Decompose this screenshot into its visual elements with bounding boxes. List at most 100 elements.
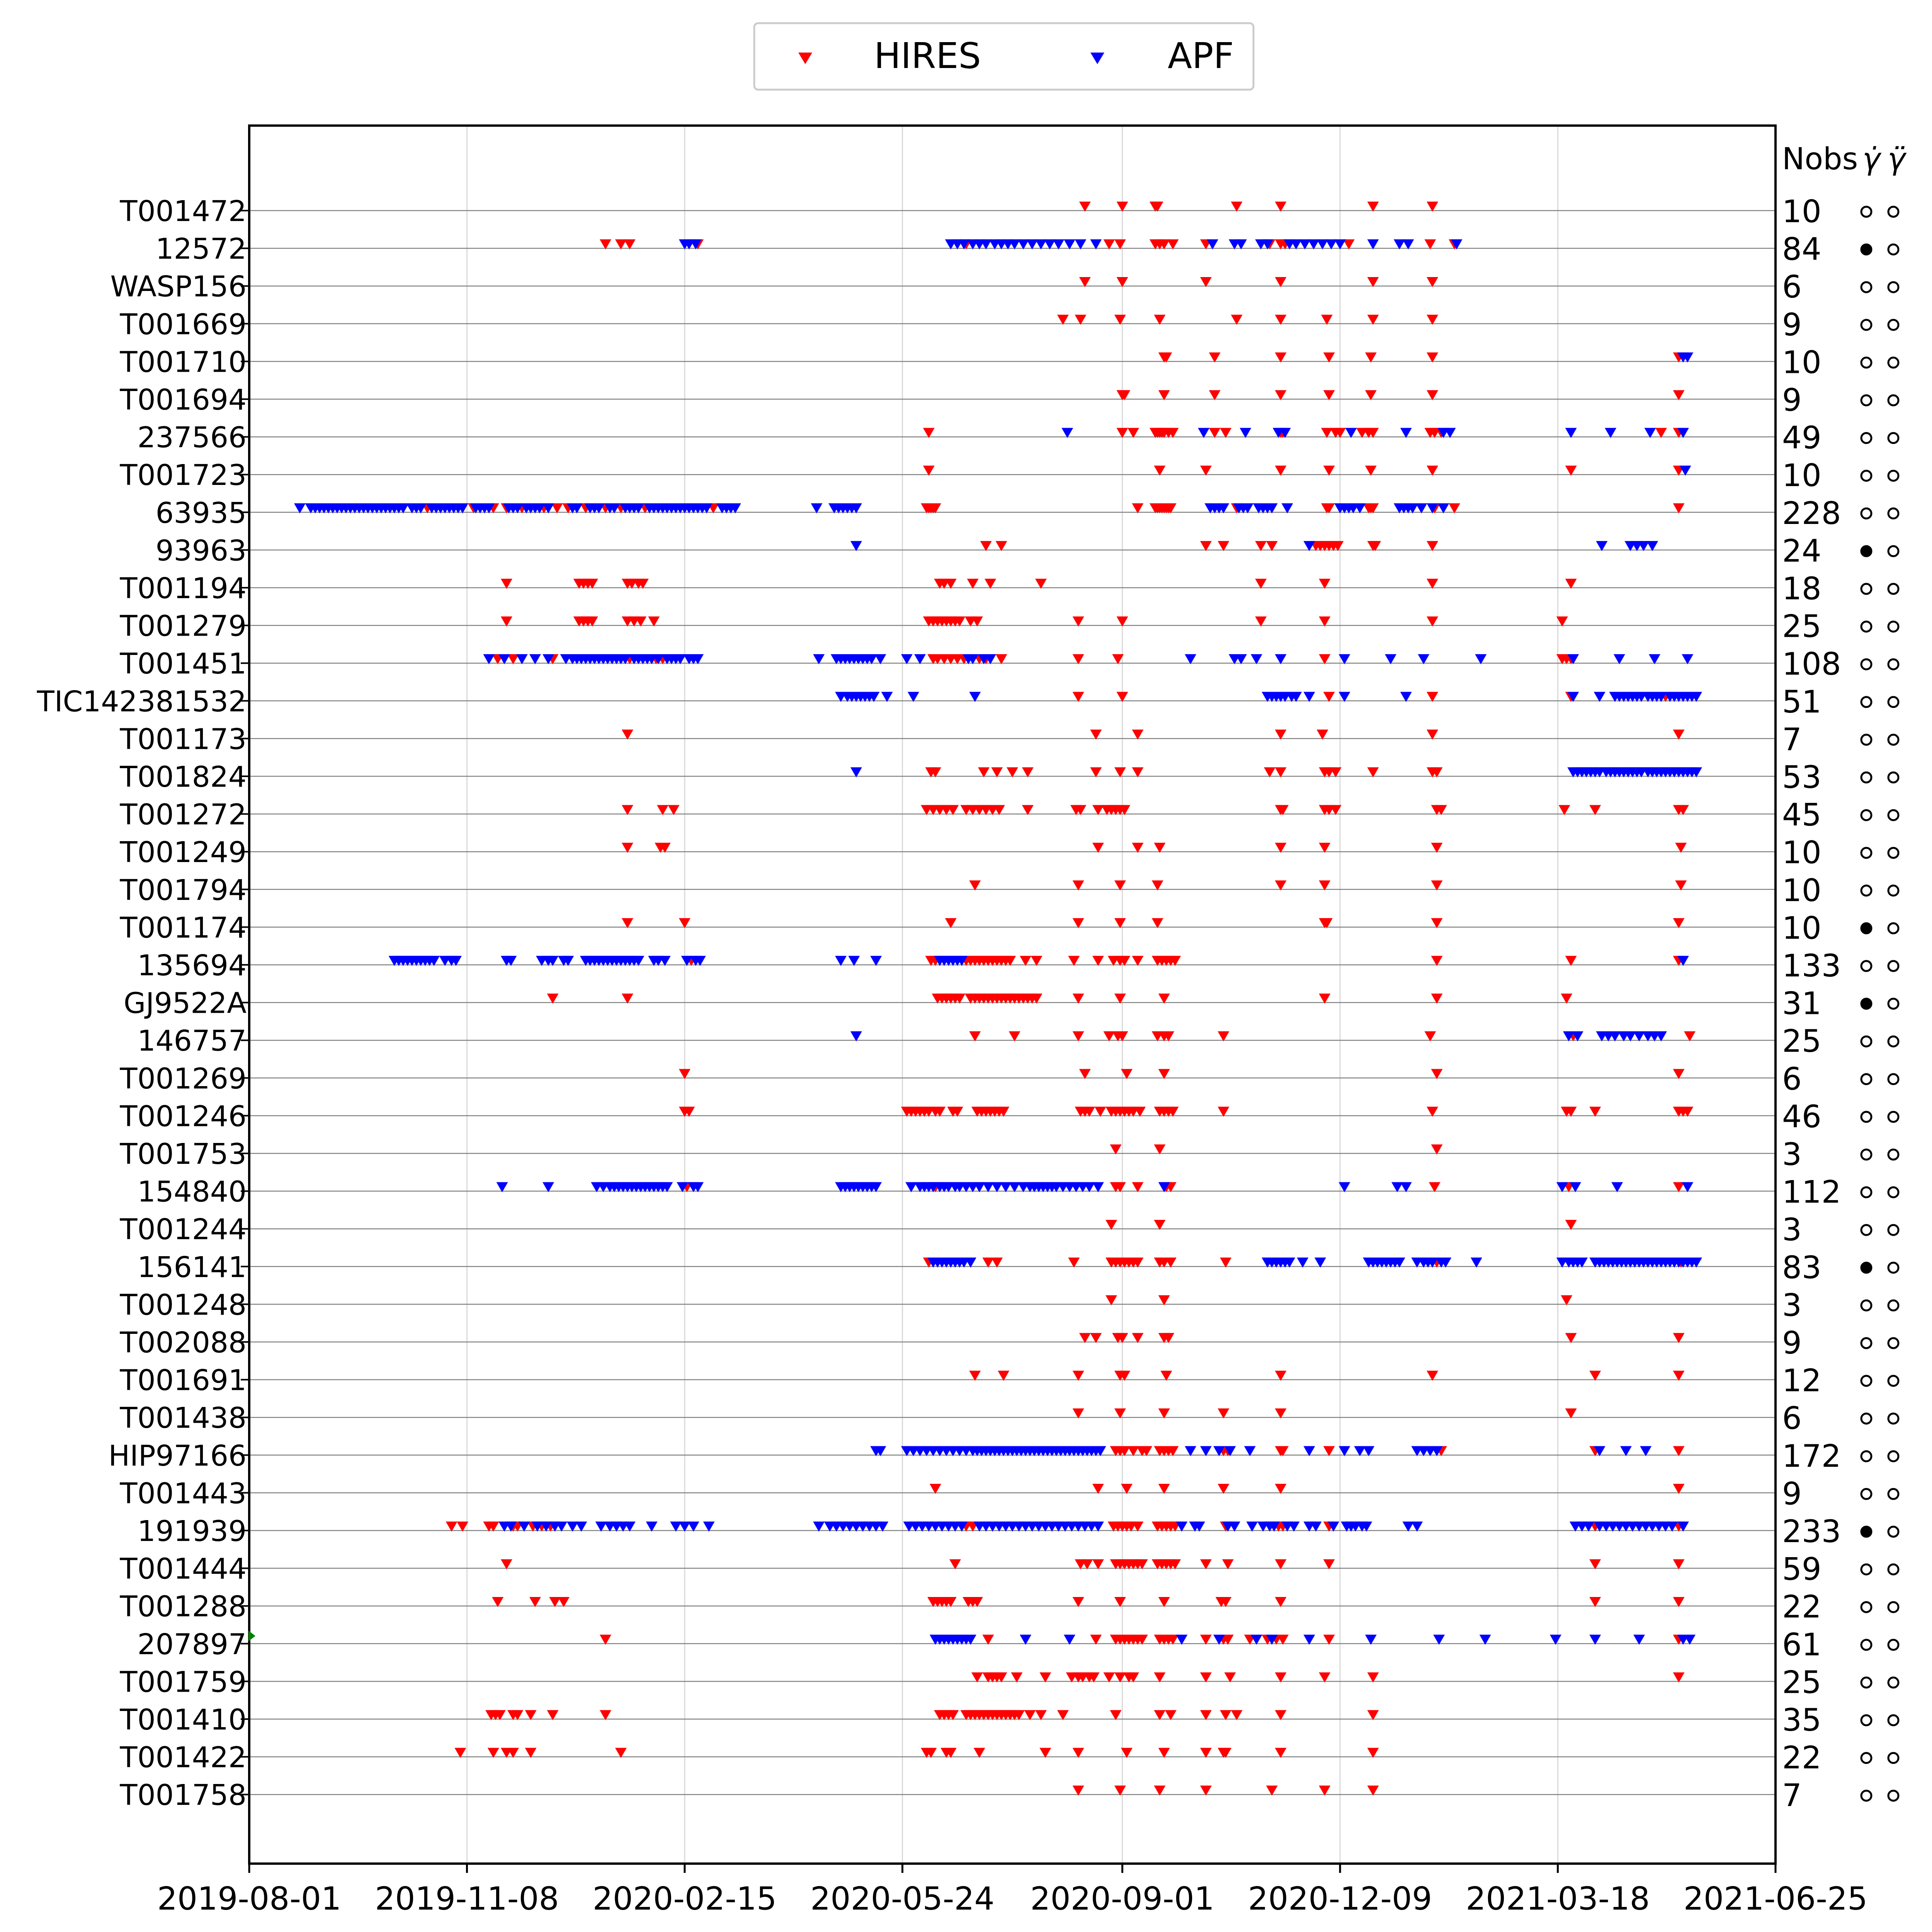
apf-observation bbox=[1235, 239, 1247, 250]
hires-observation bbox=[1158, 1069, 1170, 1079]
apf-observation bbox=[543, 654, 554, 665]
hires-observation bbox=[679, 918, 690, 929]
hires-observation bbox=[1561, 993, 1573, 1004]
hires-observation bbox=[1132, 767, 1144, 777]
star-name-label: T001472 bbox=[119, 195, 247, 228]
hires-observation bbox=[1275, 1710, 1287, 1720]
hires-observation bbox=[1090, 730, 1102, 740]
gamma-ddot-indicator bbox=[1887, 1073, 1900, 1085]
hires-observation bbox=[1323, 465, 1335, 476]
gamma-dot-indicator bbox=[1860, 394, 1872, 406]
hires-observation bbox=[1558, 805, 1570, 815]
hires-observation bbox=[1114, 767, 1126, 777]
gamma-dot-indicator bbox=[1860, 998, 1872, 1010]
legend-apf-marker bbox=[1090, 53, 1104, 64]
gamma-ddot-indicator bbox=[1887, 1601, 1900, 1613]
hires-observation bbox=[1275, 390, 1287, 400]
hires-observation bbox=[1114, 1408, 1126, 1419]
hires-observation bbox=[615, 239, 627, 250]
apf-observation bbox=[1288, 1521, 1300, 1532]
gamma-ddot-indicator bbox=[1887, 243, 1900, 256]
apf-observation bbox=[1354, 503, 1366, 514]
gamma-dot-indicator bbox=[1860, 1375, 1872, 1387]
apf-observation bbox=[1063, 239, 1075, 250]
hires-observation bbox=[1105, 1295, 1117, 1306]
hires-observation bbox=[954, 993, 966, 1004]
nobs-value: 3 bbox=[1782, 1136, 1802, 1172]
hires-observation bbox=[1220, 1710, 1232, 1720]
apf-observation bbox=[646, 1521, 658, 1532]
nobs-value: 83 bbox=[1782, 1250, 1821, 1286]
hires-observation bbox=[1103, 1672, 1115, 1683]
nobs-value: 228 bbox=[1782, 495, 1841, 531]
hires-observation bbox=[969, 1031, 981, 1042]
apf-observation bbox=[905, 1182, 917, 1192]
hires-observation bbox=[1151, 880, 1163, 891]
hires-observation bbox=[1218, 1107, 1230, 1117]
apf-observation bbox=[1576, 1257, 1588, 1268]
gamma-ddot-indicator bbox=[1887, 1111, 1900, 1123]
hires-observation bbox=[1220, 1597, 1232, 1607]
apf-observation bbox=[692, 654, 704, 665]
plot-frame bbox=[248, 124, 1777, 1865]
hires-observation bbox=[1072, 1785, 1084, 1796]
hires-observation bbox=[1128, 428, 1139, 438]
hires-observation bbox=[679, 1069, 690, 1079]
star-name-label: T001244 bbox=[119, 1213, 247, 1246]
apf-observation bbox=[1444, 428, 1456, 438]
star-name-label: T001194 bbox=[119, 572, 247, 605]
apf-observation bbox=[969, 692, 981, 702]
apf-observation bbox=[1200, 1446, 1212, 1456]
hires-observation bbox=[1449, 503, 1461, 514]
gamma-dot-indicator bbox=[1860, 1752, 1872, 1764]
hires-observation bbox=[945, 1748, 957, 1758]
apf-observation bbox=[1061, 428, 1073, 438]
gamma-dot-indicator bbox=[1860, 621, 1872, 633]
gamma-dot-indicator bbox=[1860, 1450, 1872, 1463]
hires-observation bbox=[1255, 616, 1267, 627]
apf-observation bbox=[1009, 1182, 1020, 1192]
hires-observation bbox=[945, 918, 957, 929]
hires-observation bbox=[586, 578, 598, 589]
gamma-ddot-indicator bbox=[1887, 583, 1900, 595]
hires-observation bbox=[648, 616, 660, 627]
hires-observation bbox=[635, 616, 647, 627]
apf-observation bbox=[973, 1182, 985, 1192]
hires-observation bbox=[1224, 1672, 1236, 1683]
nobs-value: 3 bbox=[1782, 1287, 1802, 1323]
hires-observation bbox=[1200, 1559, 1212, 1570]
apf-observation bbox=[619, 654, 631, 665]
hires-observation bbox=[1132, 1521, 1144, 1532]
apf-observation bbox=[958, 239, 970, 250]
hires-observation bbox=[998, 1107, 1010, 1117]
star-name-label: T001248 bbox=[119, 1288, 247, 1321]
apf-observation bbox=[956, 956, 968, 966]
apf-observation bbox=[1198, 428, 1210, 438]
hires-observation bbox=[1092, 805, 1104, 815]
hires-observation bbox=[683, 1107, 695, 1117]
hires-observation bbox=[1116, 616, 1128, 627]
hires-observation bbox=[1323, 1559, 1335, 1570]
gamma-ddot-indicator bbox=[1887, 1752, 1900, 1764]
star-name-label: HIP97166 bbox=[109, 1439, 247, 1473]
hires-observation bbox=[1561, 1295, 1573, 1306]
gamma-ddot-indicator bbox=[1887, 1262, 1900, 1274]
apf-observation bbox=[1092, 1182, 1104, 1192]
hires-observation bbox=[586, 616, 598, 627]
hires-observation bbox=[1092, 956, 1104, 966]
gamma-dot-indicator bbox=[1860, 1526, 1872, 1538]
gamma-ddot-indicator bbox=[1887, 432, 1900, 444]
hires-observation bbox=[1169, 1559, 1181, 1570]
apf-observation bbox=[1563, 1031, 1575, 1042]
hires-observation bbox=[1565, 1107, 1577, 1117]
hires-observation bbox=[1275, 1672, 1287, 1683]
apf-observation bbox=[512, 503, 524, 514]
hires-observation bbox=[1222, 1559, 1234, 1570]
hires-observation bbox=[1677, 805, 1689, 815]
hires-observation bbox=[1367, 1710, 1379, 1720]
gamma-ddot-indicator bbox=[1887, 771, 1900, 784]
nobs-value: 22 bbox=[1782, 1589, 1821, 1625]
nobs-value: 25 bbox=[1782, 609, 1821, 645]
apf-observation bbox=[1589, 1634, 1601, 1645]
gamma-ddot-indicator bbox=[1887, 319, 1900, 331]
